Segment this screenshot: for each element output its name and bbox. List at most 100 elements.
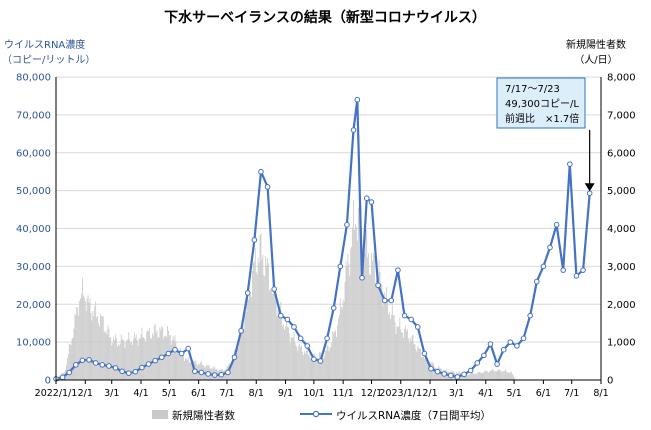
- bar: [384, 292, 386, 380]
- bar: [417, 345, 419, 380]
- bar: [505, 369, 507, 380]
- bar: [267, 258, 268, 380]
- bar: [169, 335, 171, 380]
- bar: [371, 253, 372, 380]
- bar: [86, 298, 88, 380]
- bar: [480, 373, 482, 380]
- bar: [72, 337, 74, 380]
- bar: [410, 340, 412, 380]
- bar: [378, 259, 380, 380]
- bar: [304, 353, 306, 380]
- rna-point: [119, 368, 125, 375]
- bar: [97, 315, 98, 380]
- bar: [317, 357, 319, 380]
- bar: [369, 273, 370, 380]
- bar: [376, 278, 378, 380]
- bar: [481, 372, 483, 380]
- bar: [244, 314, 246, 380]
- bar: [153, 325, 155, 380]
- bar: [304, 351, 305, 380]
- bar: [508, 373, 510, 380]
- bar: [387, 300, 388, 380]
- bar: [143, 336, 145, 380]
- bar: [70, 345, 72, 380]
- bar: [140, 334, 142, 380]
- bar: [279, 310, 281, 380]
- bar: [489, 371, 490, 380]
- rna-point: [178, 350, 185, 357]
- rna-point: [278, 312, 284, 319]
- bar: [111, 345, 113, 380]
- bar: [81, 294, 82, 380]
- bar: [125, 342, 127, 380]
- bar: [122, 339, 124, 380]
- bar: [397, 327, 399, 380]
- bar: [76, 307, 78, 380]
- rna-point: [487, 341, 494, 347]
- bar: [297, 351, 299, 380]
- bar: [243, 329, 245, 380]
- bar: [504, 370, 506, 380]
- bar: [67, 354, 69, 380]
- x-tick-label: 7/1: [219, 388, 234, 399]
- bar: [253, 262, 254, 380]
- bar: [285, 326, 286, 380]
- rna-point: [271, 286, 277, 292]
- bar: [189, 362, 191, 380]
- bar: [264, 276, 266, 380]
- bar: [100, 316, 102, 380]
- bar: [465, 373, 467, 380]
- bar: [134, 337, 136, 380]
- bar: [242, 324, 244, 380]
- bar: [265, 255, 267, 380]
- left-tick-label: 80,000: [16, 73, 51, 84]
- bar: [390, 314, 392, 380]
- axes: [55, 77, 602, 381]
- bar: [302, 351, 303, 380]
- x-tick-label: 2023/1/1: [379, 388, 422, 399]
- bar: [492, 370, 494, 380]
- bar: [271, 293, 273, 380]
- bar: [152, 335, 154, 380]
- bar: [258, 263, 260, 380]
- bar: [400, 329, 402, 380]
- bar: [333, 333, 335, 380]
- rna-point: [375, 282, 381, 289]
- left-axis-ticks: 0 10,000 20,000 30,000 40,000 50,000 60,000 70,…: [16, 73, 51, 387]
- bar: [238, 338, 240, 380]
- bar: [474, 374, 476, 380]
- bar: [396, 326, 398, 380]
- bar: [425, 356, 427, 380]
- right-tick-label: 7,000: [607, 110, 636, 121]
- bar: [513, 377, 515, 380]
- x-tick-label: 5/1: [506, 388, 521, 399]
- bar: [381, 284, 383, 380]
- left-axis-label: ウイルスRNA濃度: [4, 38, 85, 51]
- bar: [154, 323, 156, 380]
- bar: [289, 343, 291, 380]
- bar: [230, 365, 232, 380]
- bar: [273, 285, 275, 380]
- rna-point: [125, 370, 132, 376]
- bar: [268, 263, 269, 380]
- bar: [178, 353, 180, 380]
- bar: [338, 317, 339, 380]
- bar: [253, 261, 255, 380]
- rna-point: [238, 327, 244, 334]
- rna-point: [395, 267, 401, 273]
- bar: [406, 331, 407, 380]
- bar: [255, 271, 257, 380]
- x-tick-label: 3/1: [449, 388, 464, 399]
- bar: [372, 252, 374, 380]
- bar: [110, 337, 112, 380]
- left-tick-label: 10,000: [16, 338, 51, 349]
- rna-point: [258, 168, 264, 175]
- rna-point: [547, 244, 553, 251]
- bar: [355, 226, 357, 380]
- bar: [105, 330, 107, 380]
- bar: [151, 333, 153, 380]
- rna-point: [106, 363, 112, 369]
- bar: [172, 336, 174, 380]
- rna-point: [158, 354, 165, 361]
- bar: [352, 227, 353, 380]
